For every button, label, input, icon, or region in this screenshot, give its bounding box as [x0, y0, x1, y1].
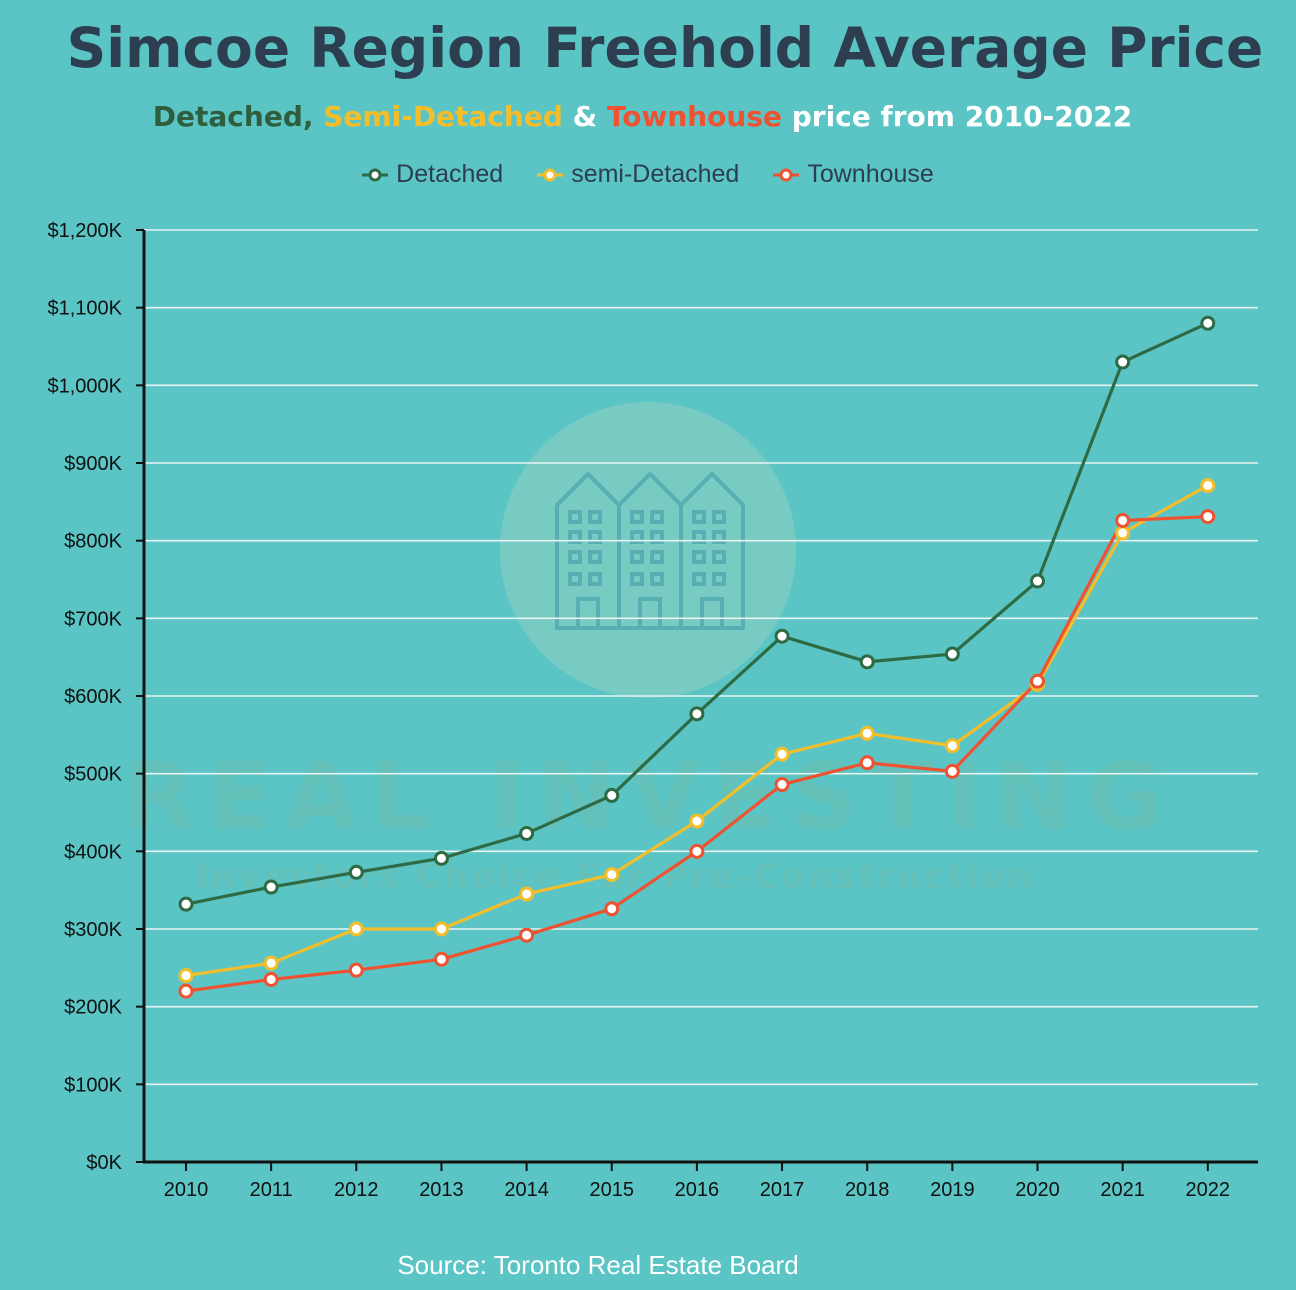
y-tick-label: $500K [64, 764, 122, 786]
x-tick-label: 2014 [504, 1179, 549, 1201]
data-point-detached [348, 864, 364, 880]
data-point-townhouse [348, 962, 364, 978]
data-point-detached [604, 787, 620, 803]
legend-marker-townhouse [773, 168, 800, 181]
subtitle-detached: Detached, [152, 100, 314, 133]
x-tick-label: 2019 [930, 1179, 975, 1201]
data-point-detached [774, 628, 790, 644]
data-point-semi-detached [433, 921, 449, 937]
data-point-detached [433, 850, 449, 866]
legend-marker-detached [362, 168, 389, 181]
legend-item-detached: Detached [362, 160, 503, 189]
y-tick-label: $600K [64, 686, 122, 708]
data-point-semi-detached [774, 746, 790, 762]
y-tick-label: $400K [64, 841, 122, 863]
x-tick-label: 2021 [1100, 1179, 1145, 1201]
data-point-detached [263, 879, 279, 895]
data-point-semi-detached [604, 867, 620, 883]
chart-title: Simcoe Region Freehold Average Price [66, 16, 1264, 80]
data-point-townhouse [689, 843, 705, 859]
data-point-detached [689, 706, 705, 722]
data-point-semi-detached [1200, 478, 1216, 494]
data-point-townhouse [263, 971, 279, 987]
y-tick-label: $200K [64, 997, 122, 1019]
data-point-townhouse [519, 927, 535, 943]
data-point-townhouse [178, 983, 194, 999]
subtitle-semi: Semi-Detached [323, 100, 563, 133]
data-point-townhouse [774, 777, 790, 793]
y-tick-label: $0K [86, 1152, 122, 1174]
legend-label-townhouse: Townhouse [807, 160, 934, 188]
y-tick-label: $1,200K [47, 220, 122, 242]
y-axis-ticks: $0K $100K $200K $300K $400K $500K $600K $700K $8… [47, 220, 144, 1174]
legend: Detached semi-Detached Townhouse [0, 160, 1296, 189]
data-point-townhouse [433, 951, 449, 967]
y-tick-label: $1,000K [47, 375, 122, 397]
data-point-semi-detached [519, 886, 535, 902]
x-tick-label: 2017 [760, 1179, 805, 1201]
chart-subtitle: Detached, Semi-Detached & Townhouse pric… [0, 100, 1285, 133]
x-tick-label: 2012 [334, 1179, 379, 1201]
data-point-townhouse [604, 901, 620, 917]
x-tick-label: 2022 [1186, 1179, 1231, 1201]
x-tick-label: 2013 [419, 1179, 464, 1201]
data-point-semi-detached [689, 813, 705, 829]
data-point-semi-detached [1115, 525, 1131, 541]
data-point-detached [859, 654, 875, 670]
townhouse-building-icon [555, 471, 745, 630]
y-tick-label: $300K [64, 919, 122, 941]
subtitle-amp: & [572, 100, 607, 133]
data-point-semi-detached [348, 921, 364, 937]
x-tick-label: 2011 [250, 1179, 293, 1201]
legend-item-townhouse: Townhouse [773, 160, 934, 189]
x-tick-label: 2018 [845, 1179, 890, 1201]
x-tick-label: 2010 [164, 1179, 209, 1201]
x-tick-label: 2015 [590, 1179, 635, 1201]
source-note: Source: Toronto Real Estate Board [397, 1250, 799, 1280]
data-point-townhouse [1030, 673, 1045, 689]
grid-lines [144, 229, 1258, 1086]
y-tick-label: $900K [64, 453, 122, 475]
x-axis-ticks: 2010 2011 2012 2013 2014 2015 2016 2017 2018 2019… [164, 1162, 1230, 1201]
y-tick-label: $700K [64, 608, 122, 630]
data-point-townhouse [1200, 509, 1216, 525]
data-point-detached [1115, 354, 1131, 370]
legend-item-semi-detached: semi-Detached [537, 160, 739, 189]
y-tick-label: $100K [64, 1074, 122, 1096]
series-group [178, 315, 1216, 999]
data-point-detached [1030, 573, 1045, 589]
data-point-detached [519, 825, 535, 841]
legend-label-semi-detached: semi-Detached [571, 160, 740, 188]
y-tick-label: $800K [64, 531, 122, 553]
data-point-detached [178, 896, 194, 912]
subtitle-rest: price from 2010-2022 [782, 100, 1133, 133]
data-point-townhouse [859, 755, 875, 771]
data-point-detached [1200, 315, 1216, 331]
data-point-detached [944, 646, 960, 662]
data-point-semi-detached [859, 725, 875, 741]
y-tick-label: $1,100K [47, 298, 122, 320]
watermark-circle [500, 402, 796, 698]
legend-label-detached: Detached [396, 160, 504, 188]
data-point-semi-detached [263, 955, 279, 971]
data-point-semi-detached [178, 968, 194, 984]
x-tick-label: 2016 [675, 1179, 720, 1201]
watermark-title: REAL INVESTING [124, 743, 1177, 850]
x-tick-label: 2020 [1015, 1179, 1060, 1201]
subtitle-townhouse: Townhouse [606, 100, 783, 133]
watermark: REAL INVESTING Investors Choice For Pre-… [124, 402, 1177, 897]
data-point-townhouse [1115, 512, 1131, 528]
data-point-semi-detached [944, 738, 960, 754]
data-point-townhouse [944, 763, 960, 779]
legend-marker-semi-detached [537, 168, 564, 181]
